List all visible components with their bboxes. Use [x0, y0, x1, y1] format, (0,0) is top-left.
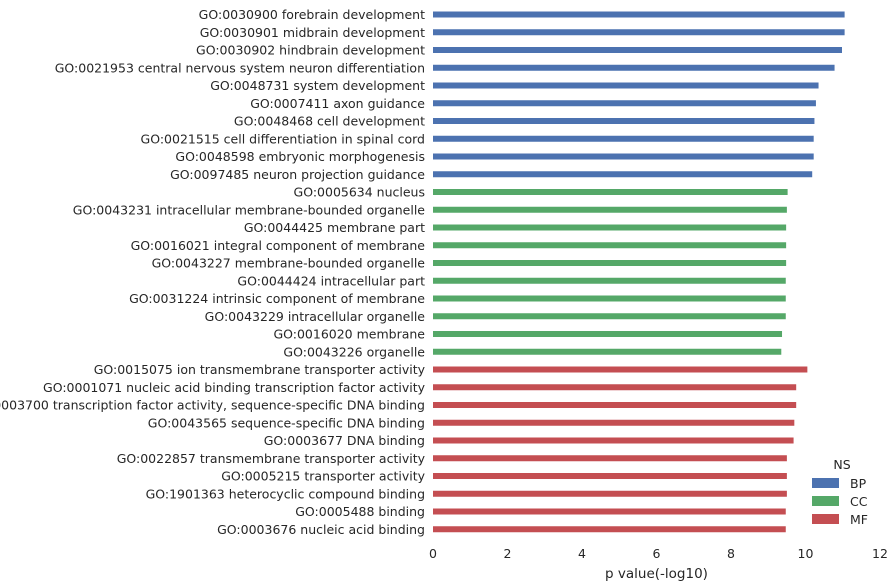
x-tick-label: 10	[798, 546, 814, 561]
bar-cc	[433, 206, 787, 213]
x-tick-label: 4	[578, 546, 586, 561]
category-label: GO:0043565 sequence-specific DNA binding	[148, 415, 425, 430]
category-label: GO:0001071 nucleic acid binding transcri…	[43, 380, 426, 395]
bar-bp	[433, 171, 813, 178]
bar-cc	[433, 295, 786, 302]
x-axis-ticks: 0 2 4 6 8 10 12	[429, 546, 888, 561]
category-label: GO:0021953 central nervous system neuron…	[55, 60, 425, 75]
legend-title: NS	[833, 457, 850, 472]
bar-mf	[433, 437, 794, 444]
bar-cc	[433, 189, 788, 195]
legend-swatch-mf	[812, 514, 839, 524]
bar-cc	[433, 224, 787, 231]
category-label: GO:0030902 hindbrain development	[196, 43, 425, 58]
x-tick-label: 6	[653, 546, 661, 561]
bar-bp	[433, 82, 819, 89]
bar-mf	[433, 473, 787, 479]
bar-mf	[433, 402, 797, 408]
bar-mf	[433, 419, 795, 426]
bar-bp	[433, 100, 816, 107]
bar-mf	[433, 455, 787, 462]
legend-items: BP CC MF	[812, 476, 868, 527]
category-label: GO:0003700 transcription factor activity…	[0, 398, 425, 413]
category-label: GO:0005488 binding	[295, 504, 425, 519]
bar-bp	[433, 64, 835, 71]
category-label: GO:0030900 forebrain development	[199, 7, 425, 22]
bar-mf	[433, 508, 786, 515]
legend-swatch-bp	[812, 478, 839, 488]
bar-mf	[433, 384, 797, 391]
category-label: GO:0016021 integral component of membran…	[131, 238, 426, 253]
category-label: GO:0031224 intrinsic component of membra…	[129, 291, 425, 306]
bar-bp	[433, 47, 842, 53]
x-tick-label: 12	[872, 546, 888, 561]
category-label: GO:0043227 membrane-bounded organelle	[152, 256, 426, 271]
bar-mf	[433, 526, 786, 533]
bar-mf	[433, 490, 787, 497]
bar-mf	[433, 366, 808, 373]
bar-cc	[433, 331, 783, 337]
category-label: GO:1901363 heterocyclic compound binding	[146, 486, 425, 501]
category-labels: GO:0030900 forebrain development GO:00309…	[0, 7, 426, 537]
bar-bp	[433, 118, 815, 124]
bars-group	[433, 11, 845, 533]
category-label: GO:0005215 transporter activity	[221, 469, 425, 484]
category-label: GO:0016020 membrane	[273, 327, 425, 342]
bar-bp	[433, 29, 845, 36]
x-tick-label: 0	[429, 546, 437, 561]
category-label: GO:0007411 axon guidance	[250, 96, 425, 111]
category-label: GO:0048468 cell development	[234, 114, 425, 129]
category-label: GO:0048598 embryonic morphogenesis	[175, 149, 425, 164]
category-label: GO:0022857 transmembrane transporter act…	[117, 451, 426, 466]
legend: NS BP CC MF	[812, 457, 868, 527]
bar-cc	[433, 242, 787, 249]
bar-bp	[433, 11, 845, 18]
category-label: GO:0015075 ion transmembrane transporter…	[94, 362, 426, 377]
bar-bp	[433, 135, 814, 142]
category-label: GO:0043231 intracellular membrane-bounde…	[73, 202, 426, 217]
category-label: GO:0043226 organelle	[283, 344, 425, 359]
x-tick-label: 2	[504, 546, 512, 561]
category-label: GO:0048731 system development	[210, 78, 425, 93]
category-label: GO:0003676 nucleic acid binding	[217, 522, 425, 537]
category-label: GO:0021515 cell differentiation in spina…	[141, 131, 425, 146]
bar-cc	[433, 313, 786, 320]
legend-label-cc: CC	[850, 494, 868, 509]
legend-swatch-cc	[812, 496, 839, 506]
category-label: GO:0097485 neuron projection guidance	[170, 167, 425, 182]
bar-cc	[433, 260, 787, 266]
category-label: GO:0003677 DNA binding	[264, 433, 425, 448]
legend-label-bp: BP	[850, 476, 867, 491]
bar-cc	[433, 348, 782, 355]
bar-cc	[433, 277, 786, 284]
x-tick-label: 8	[727, 546, 735, 561]
category-label: GO:0044424 intracellular part	[237, 273, 425, 288]
category-label: GO:0043229 intracellular organelle	[205, 309, 426, 324]
legend-label-mf: MF	[850, 512, 868, 527]
category-label: GO:0005634 nucleus	[294, 185, 425, 200]
bar-bp	[433, 153, 814, 160]
category-label: GO:0044425 membrane part	[244, 220, 425, 235]
category-label: GO:0030901 midbrain development	[200, 25, 425, 40]
x-axis-title: p value(-log10)	[605, 566, 708, 582]
